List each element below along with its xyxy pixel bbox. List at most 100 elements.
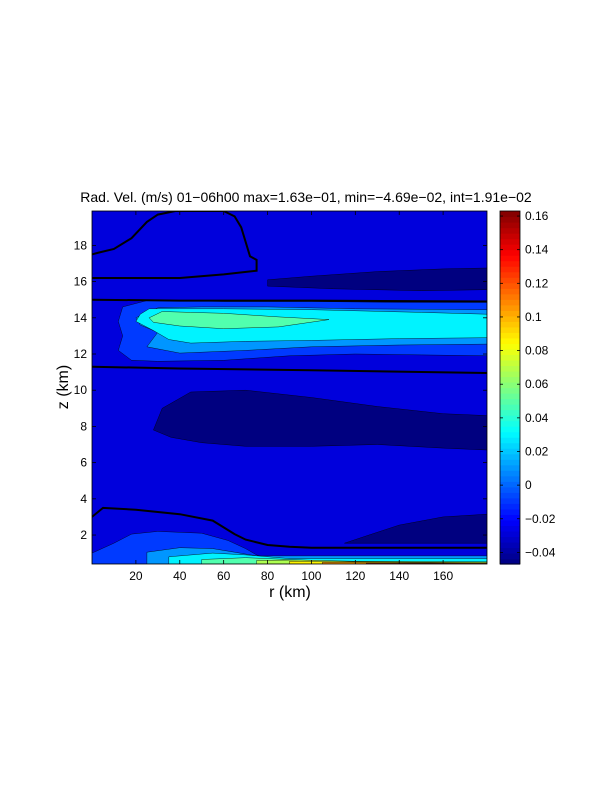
colorbar-band <box>500 348 520 356</box>
colorbar-band <box>500 519 520 526</box>
colorbar-band <box>500 211 520 218</box>
colorbar-band <box>500 321 520 328</box>
y-axis-ticks: 2 4 6 8 10 12 14 16 18 <box>74 238 487 542</box>
colorbar-band <box>500 415 520 422</box>
colorbar-ticks: −0.04 −0.02 0 0.02 0.04 0.06 0.08 0.1 0.12 0.14 0.… <box>500 209 556 559</box>
colorbar-band <box>500 536 520 543</box>
colorbar-band <box>500 426 520 433</box>
contour-fill-regions <box>92 211 487 564</box>
x-tick-label: 80 <box>261 569 275 583</box>
colorbar-band <box>500 486 520 493</box>
zero-contour-lines <box>92 211 487 549</box>
colorbar: −0.04 −0.02 0 0.02 0.04 0.06 0.08 0.1 0.12 0.14 0.… <box>499 209 556 565</box>
x-tick-label: 100 <box>301 569 321 583</box>
colorbar-band <box>500 282 520 289</box>
contour-region-3 <box>344 513 487 544</box>
colorbar-band <box>500 343 520 350</box>
colorbar-tick-label: 0 <box>525 478 532 492</box>
plot-frame <box>91 210 488 565</box>
colorbar-band <box>500 481 520 488</box>
colorbar-band <box>500 525 520 532</box>
colorbar-band <box>500 304 520 311</box>
y-tick-label: 10 <box>74 383 88 397</box>
chart-title: Rad. Vel. (m/s) 01−06h00 max=1.63e−01, m… <box>80 189 532 205</box>
colorbar-band <box>500 497 520 504</box>
colorbar-band <box>500 459 520 466</box>
colorbar-band <box>500 299 520 306</box>
colorbar-band <box>500 387 520 394</box>
colorbar-tick-label: 0.12 <box>525 276 549 290</box>
zero-contour-2 <box>92 211 258 279</box>
colorbar-band <box>500 315 520 322</box>
colorbar-band <box>500 503 520 510</box>
colorbar-band <box>500 244 520 251</box>
colorbar-band <box>500 222 520 229</box>
zero-contour-1 <box>92 211 176 256</box>
y-tick-label: 8 <box>80 419 87 433</box>
colorbar-band <box>500 558 520 565</box>
colorbar-band <box>500 381 520 389</box>
colorbar-band <box>500 464 520 471</box>
colorbar-band <box>500 431 520 438</box>
colorbar-band <box>500 255 520 262</box>
colorbar-band <box>500 437 520 444</box>
colorbar-band <box>500 337 520 344</box>
colorbar-tick-label: 0.02 <box>525 444 549 458</box>
zero-contour-3 <box>92 298 487 303</box>
x-tick-label: 60 <box>217 569 231 583</box>
y-tick-label: 12 <box>74 347 88 361</box>
colorbar-band <box>500 260 520 267</box>
colorbar-band <box>500 332 520 339</box>
colorbar-band <box>500 508 520 515</box>
colorbar-band <box>500 370 520 378</box>
colorbar-tick-label: 0.06 <box>525 377 549 391</box>
colorbar-band <box>500 492 520 499</box>
colorbar-band <box>500 442 520 449</box>
colorbar-band <box>500 354 520 361</box>
y-tick-label: 2 <box>80 528 87 542</box>
colorbar-tick-label: 0.14 <box>525 243 549 257</box>
colorbar-tick-label: 0.16 <box>525 209 549 223</box>
colorbar-band <box>500 376 520 383</box>
x-tick-label: 120 <box>345 569 365 583</box>
contour-region-1 <box>92 211 487 564</box>
colorbar-band <box>500 475 520 482</box>
colorbar-tick-label: −0.02 <box>525 512 556 526</box>
colorbar-band <box>500 470 520 477</box>
colorbar-band <box>500 453 520 460</box>
colorbar-band <box>500 359 520 367</box>
colorbar-band <box>500 547 520 554</box>
colorbar-tick-label: 0.1 <box>525 310 542 324</box>
colorbar-band <box>500 530 520 538</box>
colorbar-frame <box>499 210 521 565</box>
colorbar-band <box>500 238 520 245</box>
x-axis-ticks: 20 40 60 80 100 120 140 160 <box>129 211 453 583</box>
colorbar-band <box>500 409 520 416</box>
colorbar-band <box>500 216 520 223</box>
y-tick-label: 14 <box>74 311 88 325</box>
colorbar-band <box>500 293 520 300</box>
colorbar-band <box>500 420 520 427</box>
colorbar-band <box>500 326 520 333</box>
contour-region-12 <box>148 311 330 329</box>
colorbar-band <box>500 277 520 284</box>
colorbar-band <box>500 393 520 400</box>
colorbar-band <box>500 541 520 549</box>
x-tick-label: 140 <box>389 569 409 583</box>
colorbar-band <box>500 288 520 295</box>
colorbar-band <box>500 448 520 455</box>
contour-region-2 <box>153 389 487 451</box>
colorbar-band <box>500 249 520 256</box>
x-tick-label: 20 <box>129 569 143 583</box>
colorbar-tick-label: 0.08 <box>525 344 549 358</box>
y-tick-label: 4 <box>80 492 87 506</box>
y-axis-label: z (km) <box>55 365 72 409</box>
plot-area <box>92 211 487 564</box>
colorbar-band <box>500 404 520 411</box>
y-tick-label: 16 <box>74 275 88 289</box>
colorbar-tick-label: 0.04 <box>525 411 549 425</box>
colorbar-band <box>500 310 520 317</box>
y-tick-label: 18 <box>74 238 88 252</box>
colorbar-band <box>500 233 520 240</box>
